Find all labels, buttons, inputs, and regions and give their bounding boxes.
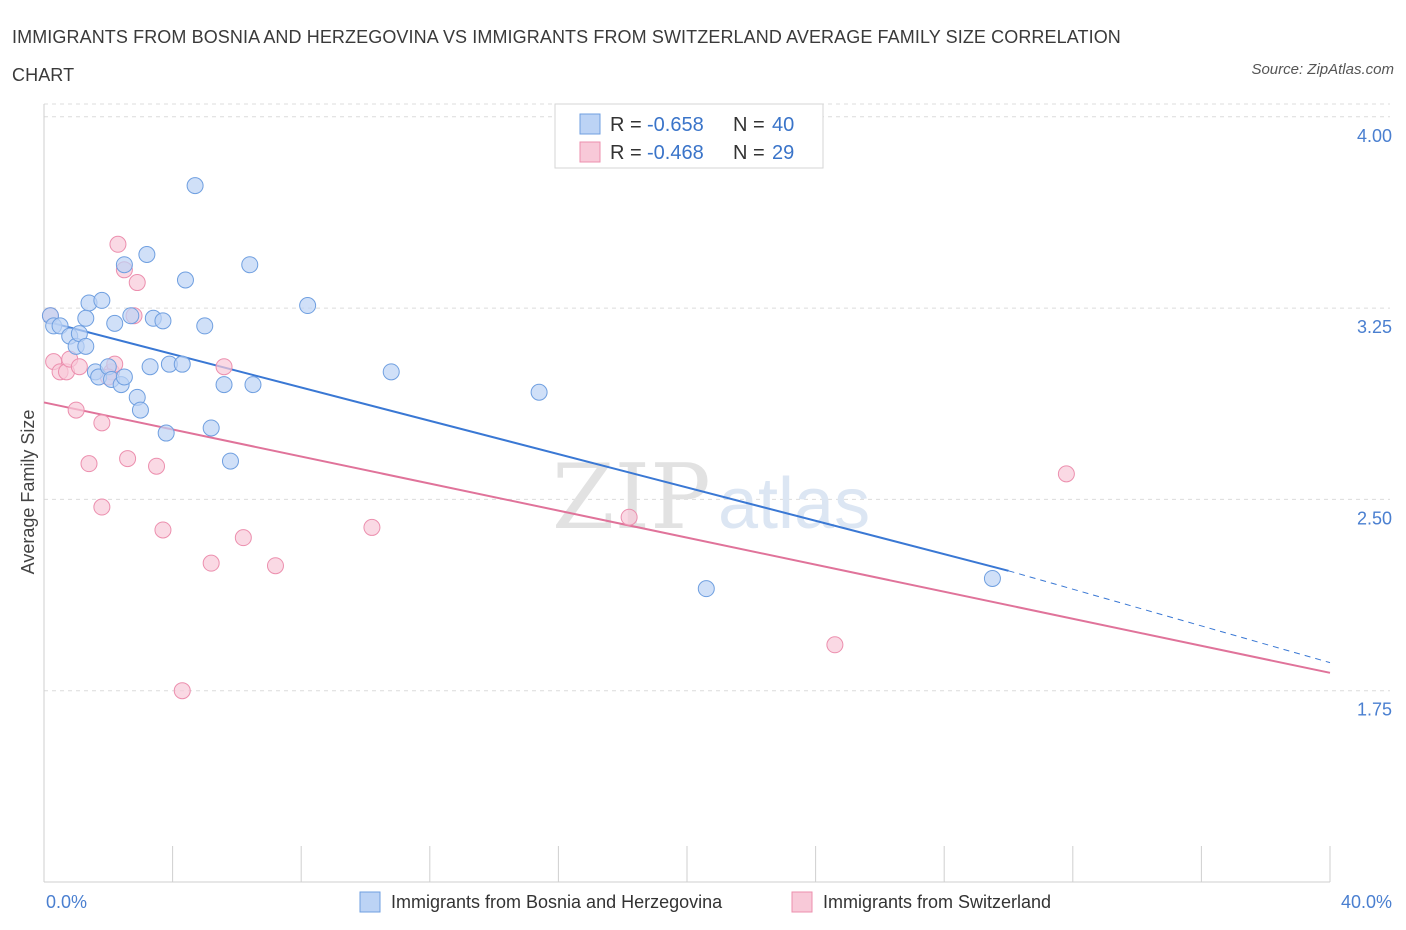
trend-lines: [43, 319, 1331, 674]
data-point: [77, 309, 95, 327]
stats-legend: R = -0.658 N = 40 R = -0.468 N = 29: [554, 103, 824, 169]
series-legend-label-bosnia: Immigrants from Bosnia and Herzegovina: [391, 892, 723, 912]
series-legend: Immigrants from Bosnia and Herzegovina I…: [359, 891, 1051, 913]
trend-line: [43, 319, 1009, 572]
trend-line: [43, 401, 1331, 674]
chart-title: IMMIGRANTS FROM BOSNIA AND HERZEGOVINA V…: [12, 27, 1121, 85]
data-point: [215, 376, 233, 394]
data-point: [382, 363, 400, 381]
data-point: [234, 529, 252, 547]
legend-r-label-2: R =: [610, 142, 642, 164]
data-point: [93, 291, 111, 309]
data-points: [41, 177, 1075, 700]
legend-n-label-2: N =: [733, 142, 765, 164]
data-point: [186, 177, 204, 195]
data-point: [128, 274, 146, 292]
data-point: [530, 383, 548, 401]
data-point: [983, 569, 1001, 587]
legend-r-label-1: R =: [610, 114, 642, 136]
data-point: [122, 307, 140, 325]
y-tick-label: 4.00: [1357, 126, 1392, 146]
legend-n-value-1: 40: [772, 114, 794, 136]
legend-n-value-2: 29: [772, 142, 794, 164]
data-point: [173, 355, 191, 373]
data-point: [157, 424, 175, 442]
data-point: [697, 580, 715, 598]
data-point: [241, 256, 259, 274]
series-legend-swatch-switzerland: [791, 891, 813, 913]
data-point: [363, 518, 381, 536]
data-point: [115, 368, 133, 386]
source-label: Source: ZipAtlas.com: [1251, 61, 1394, 78]
data-point: [1057, 465, 1075, 483]
y-tick-labels: 1.75 2.50 3.25 4.00: [1357, 126, 1392, 720]
y-axis-label: Average Family Size: [18, 410, 38, 575]
data-point: [244, 376, 262, 394]
legend-r-value-1: -0.658: [647, 114, 704, 136]
data-point: [70, 358, 88, 376]
data-point: [299, 297, 317, 315]
data-point: [154, 312, 172, 330]
series-legend-label-switzerland: Immigrants from Switzerland: [823, 892, 1051, 912]
y-tick-label: 1.75: [1357, 700, 1392, 720]
legend-swatch-pink: [579, 141, 601, 163]
data-point: [620, 508, 638, 526]
watermark-atlas: atlas: [718, 464, 870, 544]
data-point: [138, 245, 156, 263]
data-point: [119, 450, 137, 468]
legend-n-label-1: N =: [733, 114, 765, 136]
data-point: [109, 235, 127, 253]
data-point: [215, 358, 233, 376]
trend-line-extension: [1008, 570, 1331, 664]
x-tick-label-max: 40.0%: [1341, 892, 1392, 912]
data-point: [80, 455, 98, 473]
data-point: [176, 271, 194, 289]
data-point: [93, 414, 111, 432]
watermark: ZIP atlas: [552, 445, 870, 550]
series-legend-swatch-bosnia: [359, 891, 381, 913]
data-point: [131, 401, 149, 419]
data-point: [173, 682, 191, 700]
data-point: [202, 419, 220, 437]
legend-swatch-blue: [579, 113, 601, 135]
data-point: [196, 317, 214, 335]
data-point: [141, 358, 159, 376]
data-point: [115, 256, 133, 274]
legend-r-value-2: -0.468: [647, 142, 704, 164]
y-tick-label: 3.25: [1357, 317, 1392, 337]
grid-lines: [44, 103, 1390, 692]
data-point: [67, 401, 85, 419]
data-point: [77, 337, 95, 355]
data-point: [202, 554, 220, 572]
data-point: [266, 557, 284, 575]
x-axis-ticks: [43, 846, 1331, 882]
x-tick-label-min: 0.0%: [46, 892, 87, 912]
watermark-zip: ZIP: [552, 445, 711, 550]
data-point: [154, 521, 172, 539]
data-point: [148, 457, 166, 475]
data-point: [93, 498, 111, 516]
data-point: [106, 314, 124, 332]
y-tick-label: 2.50: [1357, 508, 1392, 528]
data-point: [826, 636, 844, 654]
data-point: [221, 452, 239, 470]
